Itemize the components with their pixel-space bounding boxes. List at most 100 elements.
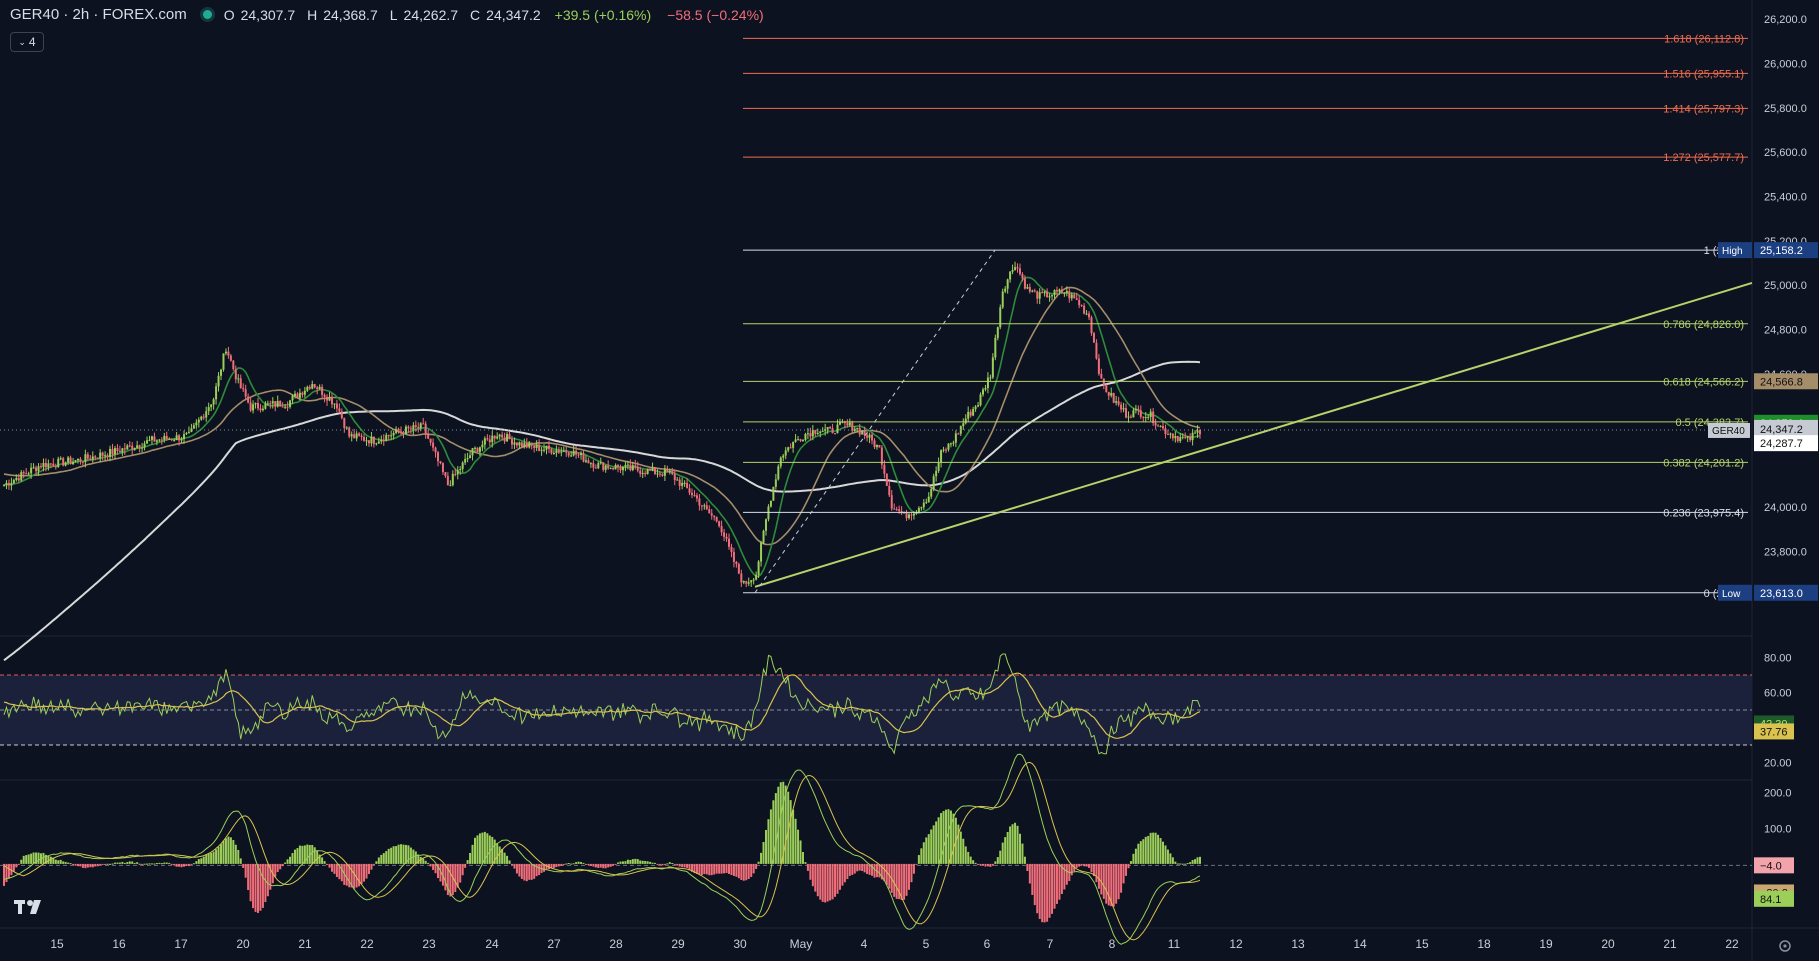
macd-histogram-bar	[76, 863, 79, 867]
candle-body	[217, 375, 220, 387]
macd-histogram-bar	[296, 848, 299, 864]
symbol-title[interactable]: GER40 · 2h · FOREX.com	[10, 6, 187, 23]
macd-histogram-bar	[1159, 838, 1162, 864]
price-badge-label: 23,613.0	[1760, 588, 1803, 600]
candle-body	[634, 465, 637, 467]
macd-histogram-bar	[496, 843, 499, 864]
macd-histogram-bar	[829, 863, 832, 901]
macd-histogram-bar	[1102, 863, 1105, 899]
macd-histogram-bar	[289, 856, 292, 864]
macd-histogram-bar	[449, 863, 452, 897]
candle-body	[128, 445, 131, 447]
candle-body	[592, 463, 595, 468]
extreme-tag-label: High	[1722, 246, 1743, 257]
macd-histogram-bar	[35, 852, 38, 864]
candle-body	[1191, 432, 1194, 441]
candle-body	[1043, 291, 1046, 294]
macd-histogram-bar	[1097, 863, 1100, 889]
candle-body	[752, 579, 755, 581]
candle-body	[441, 463, 444, 473]
macd-histogram-bar	[54, 859, 57, 864]
candle-body	[1149, 411, 1152, 417]
candle-body	[52, 463, 55, 467]
candle-body	[720, 526, 723, 533]
candle-body	[774, 479, 777, 487]
candle-body	[562, 450, 565, 452]
candle-body	[210, 404, 213, 408]
candle-body	[560, 451, 563, 453]
candle-body	[39, 466, 42, 468]
macd-histogram-bar	[318, 854, 321, 864]
candle-body	[784, 450, 787, 456]
macd-histogram-bar	[491, 836, 494, 864]
candle-body	[79, 458, 82, 462]
macd-histogram-bar	[247, 863, 250, 891]
time-axis-label: 8	[1109, 937, 1116, 951]
candle-body	[1026, 287, 1029, 289]
candle-body	[582, 453, 585, 462]
candle-body	[1184, 436, 1187, 438]
candle-body	[279, 400, 282, 407]
macd-histogram-bar	[691, 863, 694, 872]
candle-body	[17, 478, 20, 481]
candle-body	[856, 427, 859, 429]
candle-body	[207, 407, 210, 412]
macd-histogram-bar	[1127, 863, 1130, 869]
macd-histogram-bar	[276, 863, 279, 873]
macd-histogram-bar	[851, 863, 854, 875]
candle-body	[360, 435, 363, 437]
price-badge	[1754, 242, 1818, 259]
settings-gear-icon[interactable]	[1779, 940, 1791, 952]
indicators-toggle-button[interactable]: ⌄ 4	[10, 32, 44, 52]
macd-histogram-bar	[769, 809, 772, 864]
macd-histogram-bar	[742, 863, 745, 881]
candle-body	[355, 433, 358, 439]
tradingview-logo-icon[interactable]	[14, 898, 48, 918]
candle-body	[538, 444, 541, 451]
candle-body	[185, 433, 188, 435]
macd-histogram-bar	[133, 862, 136, 864]
candle-body	[427, 433, 430, 439]
candle-body	[30, 467, 33, 474]
macd-histogram-bar	[5, 863, 8, 883]
candle-body	[380, 439, 383, 442]
macd-histogram-bar	[565, 863, 568, 865]
candle-body	[986, 377, 989, 389]
symbol-tag	[1708, 422, 1750, 438]
candle-body	[994, 337, 997, 358]
macd-histogram-bar	[168, 862, 171, 864]
candle-body	[811, 430, 814, 437]
candle-body	[143, 443, 146, 448]
extreme-tag	[1718, 242, 1752, 259]
macd-histogram-bar	[713, 863, 716, 875]
candle-body	[654, 467, 657, 474]
candle-body	[957, 433, 960, 435]
candle-body	[863, 431, 866, 436]
candle-body	[858, 427, 861, 435]
candle-body	[698, 498, 701, 506]
macd-histogram-bar	[1092, 863, 1095, 877]
macd-histogram-bar	[17, 863, 20, 865]
macd-histogram-bar	[215, 849, 218, 864]
macd-histogram-bar	[1164, 845, 1167, 864]
candle-body	[111, 448, 114, 455]
candle-body	[392, 432, 395, 436]
candle-body	[402, 431, 405, 435]
candle-body	[700, 505, 703, 507]
candle-body	[979, 394, 982, 406]
macd-histogram-bar	[146, 863, 149, 865]
macd-histogram-bar	[74, 863, 77, 866]
macd-histogram-bar	[1014, 822, 1017, 864]
macd-histogram-bar	[663, 863, 666, 865]
time-axis-label: 22	[1725, 937, 1739, 951]
macd-histogram-bar	[1036, 863, 1039, 914]
macd-histogram-bar	[313, 847, 316, 864]
time-axis-label: 28	[609, 937, 623, 951]
candle-body	[419, 423, 422, 429]
candle-body	[972, 408, 975, 416]
candle-body	[607, 465, 610, 469]
macd-histogram-bar	[520, 863, 523, 879]
macd-histogram-bar	[170, 863, 173, 865]
macd-histogram-bar	[510, 863, 513, 866]
